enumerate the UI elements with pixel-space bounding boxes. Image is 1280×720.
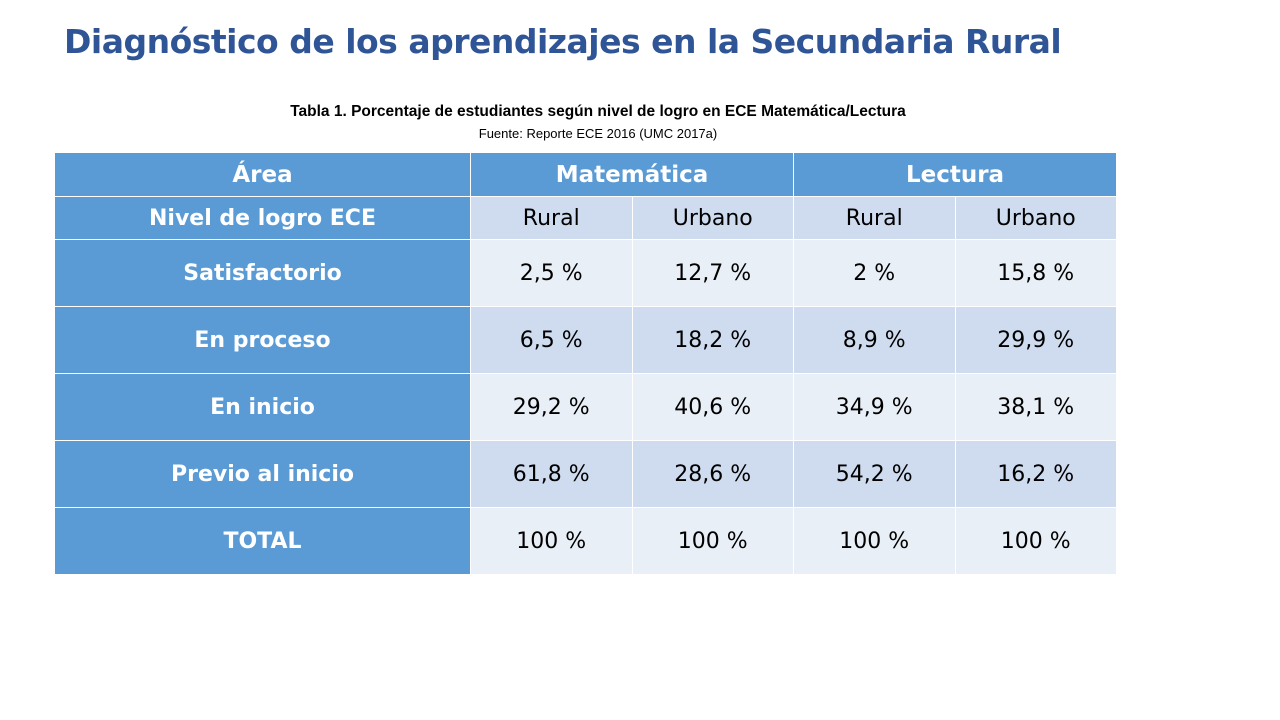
- row-label: Satisfactorio: [54, 239, 471, 307]
- table-row-total: TOTAL 100 % 100 % 100 % 100 %: [54, 507, 1117, 575]
- subheader-cell: Urbano: [954, 196, 1117, 240]
- row-label: En inicio: [54, 373, 471, 441]
- table-cell: 29,2 %: [470, 373, 633, 441]
- table-cell: 100 %: [631, 507, 794, 575]
- table-cell: 100 %: [793, 507, 956, 575]
- subheader-cell: Rural: [793, 196, 956, 240]
- table-row: Satisfactorio 2,5 % 12,7 % 2 % 15,8 %: [54, 239, 1117, 307]
- table-cell: 100 %: [954, 507, 1117, 575]
- table-cell: 16,2 %: [954, 440, 1117, 508]
- achievement-table: Área Matemática Lectura Nivel de logro E…: [54, 152, 1117, 575]
- table-cell: 40,6 %: [631, 373, 794, 441]
- table-cell: 34,9 %: [793, 373, 956, 441]
- table-header-row: Área Matemática Lectura: [54, 152, 1117, 197]
- header-area: Área: [54, 152, 471, 197]
- row-label: Previo al inicio: [54, 440, 471, 508]
- table-cell: 8,9 %: [793, 306, 956, 374]
- row-label: En proceso: [54, 306, 471, 374]
- table-source: Fuente: Reporte ECE 2016 (UMC 2017a): [478, 126, 718, 141]
- table-cell: 29,9 %: [954, 306, 1117, 374]
- table-cell: 2,5 %: [470, 239, 633, 307]
- table-cell: 61,8 %: [470, 440, 633, 508]
- header-group-matematica: Matemática: [470, 152, 794, 197]
- row-label: TOTAL: [54, 507, 471, 575]
- table-row: Previo al inicio 61,8 % 28,6 % 54,2 % 16…: [54, 440, 1117, 508]
- table-cell: 6,5 %: [470, 306, 633, 374]
- table-cell: 15,8 %: [954, 239, 1117, 307]
- table-cell: 28,6 %: [631, 440, 794, 508]
- table-row: En inicio 29,2 % 40,6 % 34,9 % 38,1 %: [54, 373, 1117, 441]
- header-group-lectura: Lectura: [793, 152, 1117, 197]
- table-cell: 100 %: [470, 507, 633, 575]
- table-subheader-row: Nivel de logro ECE Rural Urbano Rural Ur…: [54, 196, 1117, 240]
- table-cell: 18,2 %: [631, 306, 794, 374]
- table-row: En proceso 6,5 % 18,2 % 8,9 % 29,9 %: [54, 306, 1117, 374]
- slide-title: Diagnóstico de los aprendizajes en la Se…: [64, 22, 1062, 61]
- subheader-label: Nivel de logro ECE: [54, 196, 471, 240]
- table-caption: Tabla 1. Porcentaje de estudiantes según…: [290, 103, 906, 120]
- table-cell: 12,7 %: [631, 239, 794, 307]
- table-cell: 54,2 %: [793, 440, 956, 508]
- table-cell: 2 %: [793, 239, 956, 307]
- subheader-cell: Urbano: [631, 196, 794, 240]
- table-cell: 38,1 %: [954, 373, 1117, 441]
- subheader-cell: Rural: [470, 196, 633, 240]
